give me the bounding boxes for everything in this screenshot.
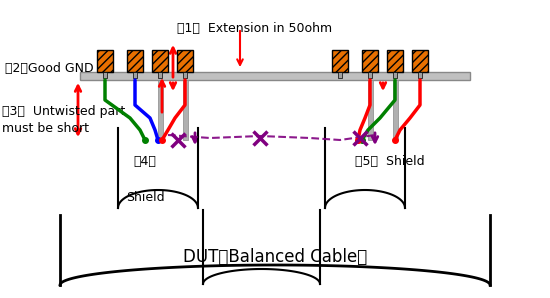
Bar bbox=[127, 50, 143, 72]
Text: （3）  Untwisted part
must be short: （3） Untwisted part must be short bbox=[2, 105, 125, 135]
Bar bbox=[338, 72, 342, 78]
Text: （1）  Extension in 50ohm: （1） Extension in 50ohm bbox=[178, 22, 333, 35]
Bar bbox=[183, 80, 188, 140]
Text: （4）

Shield: （4） Shield bbox=[126, 155, 164, 204]
Bar bbox=[80, 72, 470, 80]
Bar bbox=[133, 72, 137, 78]
Bar bbox=[393, 72, 397, 78]
Bar bbox=[412, 50, 428, 72]
Bar bbox=[367, 80, 372, 140]
Text: （5）  Shield: （5） Shield bbox=[355, 155, 425, 168]
Bar bbox=[368, 72, 372, 78]
Bar bbox=[362, 50, 378, 72]
Text: （2）Good GND: （2）Good GND bbox=[5, 62, 94, 75]
Bar bbox=[393, 80, 398, 140]
Bar bbox=[158, 72, 162, 78]
Bar bbox=[332, 50, 348, 72]
Bar bbox=[418, 72, 422, 78]
Bar bbox=[103, 72, 107, 78]
Bar bbox=[387, 50, 403, 72]
Bar bbox=[157, 80, 162, 140]
Text: DUT（Balanced Cable）: DUT（Balanced Cable） bbox=[183, 248, 367, 266]
Bar bbox=[183, 72, 187, 78]
Bar bbox=[177, 50, 193, 72]
Bar bbox=[97, 50, 113, 72]
Bar bbox=[152, 50, 168, 72]
